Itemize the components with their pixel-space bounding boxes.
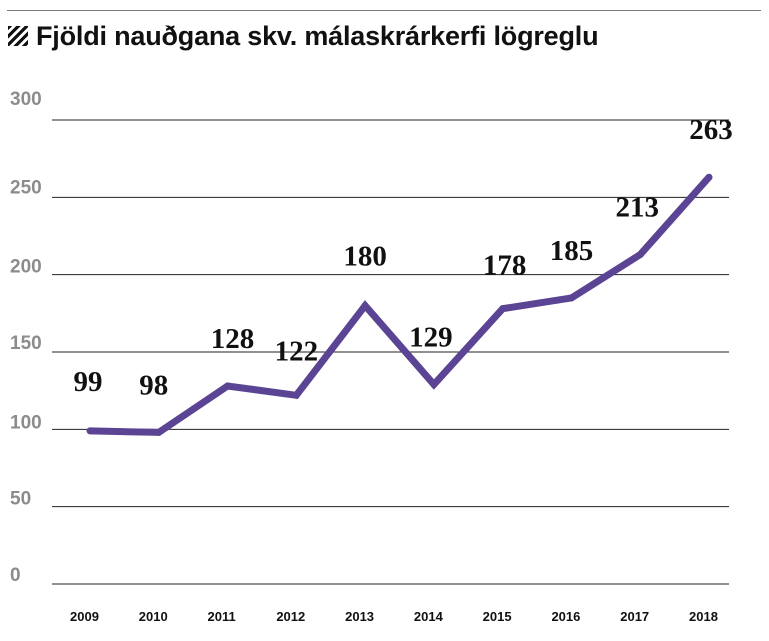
y-tick-label: 50 — [10, 489, 31, 510]
data-label: 129 — [409, 321, 453, 353]
x-tick-label: 2015 — [483, 609, 512, 624]
data-label: 263 — [689, 114, 733, 146]
data-label: 99 — [74, 366, 103, 398]
data-label: 122 — [275, 335, 319, 367]
y-tick-label: 100 — [10, 412, 42, 433]
x-tick-label: 2018 — [689, 609, 718, 624]
data-point — [567, 294, 575, 302]
data-point — [224, 382, 232, 390]
y-tick-label: 0 — [10, 565, 21, 586]
x-tick-label: 2010 — [139, 609, 168, 624]
chart-title: Fjöldi nauðgana skv. málaskrárkerfi lögr… — [36, 20, 599, 51]
data-label: 98 — [139, 369, 168, 401]
y-tick-label: 150 — [10, 333, 42, 354]
y-tick-label: 250 — [10, 177, 42, 198]
chart-header: Fjöldi nauðgana skv. málaskrárkerfi lögr… — [8, 20, 599, 52]
x-tick-label: 2009 — [70, 609, 99, 624]
data-label: 185 — [550, 235, 594, 267]
data-point — [499, 305, 507, 313]
data-point — [155, 428, 163, 436]
x-tick-label: 2014 — [414, 609, 444, 624]
data-point — [430, 380, 438, 388]
series-line — [89, 174, 712, 436]
x-tick-label: 2012 — [276, 609, 305, 624]
data-point — [636, 251, 644, 259]
data-point — [705, 173, 713, 181]
x-tick-label: 2017 — [620, 609, 649, 624]
x-tick-label: 2013 — [345, 609, 374, 624]
x-tick-label: 2016 — [551, 609, 580, 624]
x-tick-label: 2011 — [208, 609, 236, 624]
data-point — [361, 302, 369, 310]
data-label: 180 — [343, 241, 387, 273]
y-tick-label: 200 — [10, 257, 42, 278]
data-point — [86, 427, 94, 435]
data-label: 213 — [615, 192, 659, 224]
hatch-icon — [8, 26, 28, 46]
top-rule — [7, 10, 761, 11]
y-tick-label: 300 — [10, 89, 42, 110]
data-point — [292, 391, 300, 399]
data-label: 178 — [483, 250, 527, 282]
data-label: 128 — [211, 323, 255, 355]
